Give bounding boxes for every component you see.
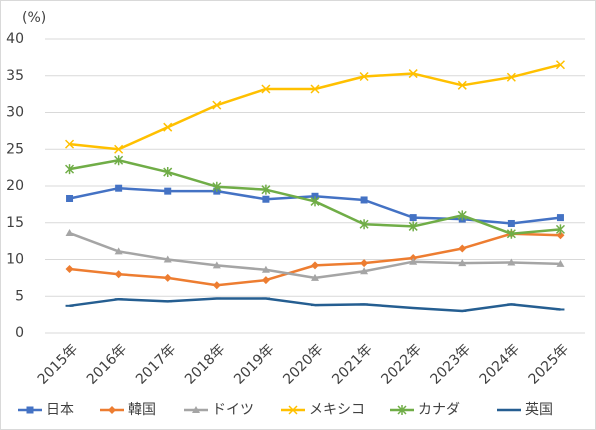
marker bbox=[262, 195, 270, 203]
marker bbox=[311, 192, 319, 200]
marker bbox=[65, 265, 74, 274]
marker bbox=[311, 273, 319, 281]
legend-marker bbox=[108, 406, 116, 414]
marker bbox=[212, 181, 222, 192]
marker bbox=[556, 259, 565, 267]
y-tick-label: 10 bbox=[6, 252, 24, 268]
marker bbox=[555, 60, 565, 70]
legend-label: メキシコ bbox=[309, 402, 365, 418]
y-tick-label: 0 bbox=[15, 325, 24, 341]
marker bbox=[66, 194, 74, 202]
marker bbox=[359, 219, 369, 230]
marker bbox=[457, 210, 467, 221]
marker bbox=[507, 258, 516, 266]
marker bbox=[163, 273, 172, 282]
y-axis-label: (%) bbox=[22, 10, 46, 26]
series bbox=[65, 155, 565, 239]
legend-label: 韓国 bbox=[128, 402, 156, 418]
marker bbox=[261, 184, 271, 195]
y-tick-label: 25 bbox=[6, 141, 24, 157]
marker bbox=[360, 267, 369, 275]
legend-label: 日本 bbox=[46, 402, 74, 418]
legend-marker bbox=[192, 406, 200, 413]
y-tick-label: 5 bbox=[15, 288, 24, 304]
marker bbox=[360, 259, 369, 268]
y-tick-label: 40 bbox=[6, 31, 24, 47]
marker bbox=[310, 196, 320, 207]
marker bbox=[114, 270, 123, 279]
series bbox=[65, 60, 565, 154]
marker bbox=[506, 72, 516, 82]
marker bbox=[212, 281, 221, 290]
marker bbox=[409, 257, 418, 265]
marker bbox=[212, 261, 221, 269]
legend-marker bbox=[397, 405, 407, 415]
marker bbox=[408, 221, 418, 232]
marker bbox=[458, 244, 467, 253]
marker bbox=[65, 164, 75, 175]
marker bbox=[261, 265, 270, 273]
y-tick-label: 20 bbox=[6, 178, 24, 194]
marker bbox=[163, 122, 173, 132]
marker bbox=[114, 144, 124, 154]
marker bbox=[164, 187, 172, 195]
legend-label: カナダ bbox=[418, 402, 460, 418]
marker bbox=[507, 219, 515, 227]
marker bbox=[555, 224, 565, 235]
marker bbox=[163, 167, 173, 178]
marker bbox=[506, 228, 516, 239]
marker bbox=[409, 214, 417, 222]
marker bbox=[212, 100, 222, 110]
marker bbox=[311, 261, 319, 270]
series bbox=[65, 229, 565, 281]
marker bbox=[261, 276, 270, 285]
marker bbox=[556, 214, 564, 222]
y-tick-label: 30 bbox=[6, 105, 24, 121]
marker bbox=[556, 231, 565, 240]
legend-marker bbox=[26, 406, 34, 414]
series bbox=[65, 297, 565, 313]
marker bbox=[310, 84, 320, 94]
marker bbox=[114, 155, 124, 166]
marker bbox=[115, 184, 123, 192]
y-tick-label: 35 bbox=[6, 68, 24, 84]
y-tick-label: 15 bbox=[6, 215, 24, 231]
legend-label: 英国 bbox=[525, 401, 553, 418]
marker bbox=[65, 139, 75, 149]
marker bbox=[261, 84, 271, 94]
marker bbox=[458, 259, 467, 267]
legend-label: ドイツ bbox=[212, 402, 254, 418]
legend-marker bbox=[288, 405, 298, 415]
marker bbox=[114, 247, 123, 255]
marker bbox=[65, 229, 74, 237]
marker bbox=[408, 69, 418, 79]
marker bbox=[360, 196, 368, 204]
marker bbox=[457, 80, 467, 90]
marker bbox=[163, 255, 172, 263]
marker bbox=[359, 71, 369, 82]
